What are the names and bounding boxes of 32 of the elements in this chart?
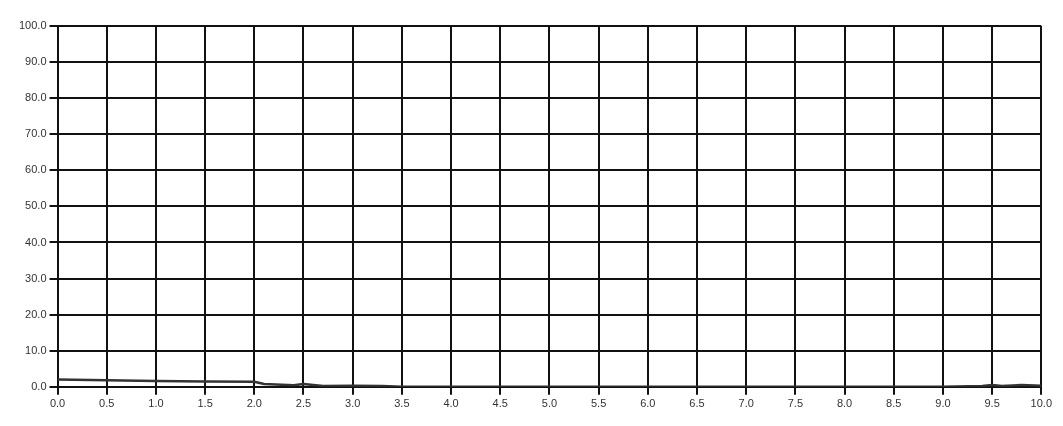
x-tick-label: 2.5 [295, 397, 312, 410]
y-tick-label: 90.0 [25, 55, 47, 68]
y-tick-label: 20.0 [25, 307, 47, 320]
y-tick-label: 30.0 [25, 271, 47, 284]
x-tick-label: 2.0 [246, 397, 262, 410]
x-tick-label: 7.5 [787, 397, 803, 410]
x-tick-label: 8.0 [836, 397, 853, 410]
x-tick-label: 3.5 [394, 397, 410, 410]
y-tick-label: 10.0 [25, 343, 47, 356]
x-tick-label: 4.0 [443, 397, 459, 410]
y-tick-label: 100.0 [19, 19, 47, 32]
y-tick-label: 60.0 [25, 163, 47, 176]
x-tick-label: 5.0 [541, 397, 558, 410]
y-tick-label: 0.0 [31, 379, 47, 392]
x-tick-label: 5.5 [590, 397, 607, 410]
x-tick-label: 0.0 [49, 397, 66, 410]
y-tick-label: 50.0 [25, 199, 47, 212]
y-tick-label: 70.0 [25, 127, 47, 140]
y-tick-label: 80.0 [25, 91, 47, 104]
x-tick-label: 1.5 [197, 397, 213, 410]
x-tick-label: 4.5 [492, 397, 508, 410]
x-tick-label: 0.5 [99, 397, 115, 410]
x-tick-label: 7.0 [738, 397, 754, 410]
x-tick-label: 3.0 [345, 397, 361, 410]
x-tick-label: 1.0 [148, 397, 164, 410]
y-tick-label: 40.0 [25, 235, 47, 248]
x-tick-label: 8.5 [886, 397, 902, 410]
x-tick-label: 6.0 [640, 397, 656, 410]
x-tick-label: 9.0 [935, 397, 951, 410]
x-tick-label: 9.5 [984, 397, 1000, 410]
x-tick-label: 6.5 [689, 397, 705, 410]
x-tick-label: 10.0 [1030, 397, 1053, 410]
